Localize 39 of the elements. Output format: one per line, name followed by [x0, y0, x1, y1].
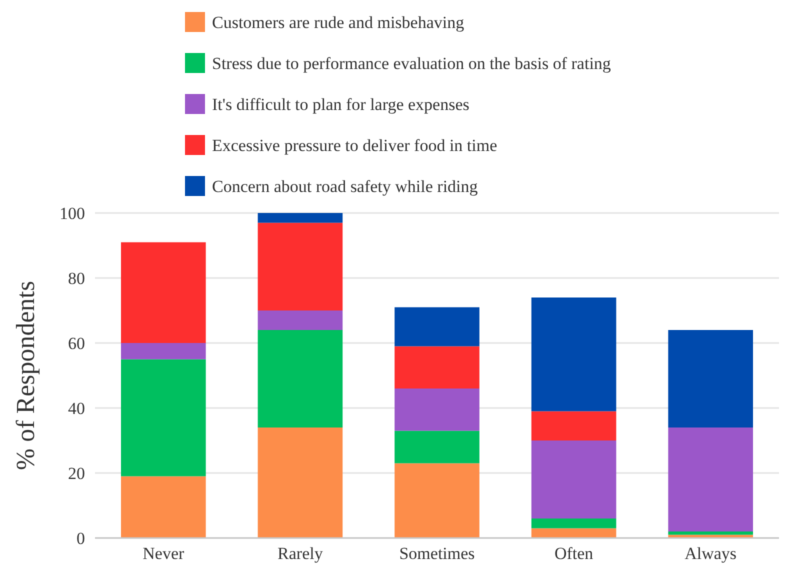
x-tick-label: Often	[554, 544, 594, 563]
bar	[668, 532, 754, 535]
bar	[668, 330, 754, 428]
y-tick-label: 100	[60, 204, 85, 223]
y-tick-label: 40	[68, 398, 85, 418]
bar	[120, 359, 206, 476]
y-tick-label: 20	[68, 464, 85, 483]
legend-label: Concern about road safety while riding	[212, 176, 478, 196]
x-tick-label: Rarely	[278, 544, 324, 563]
y-tick-label: 0	[76, 528, 85, 548]
bar	[120, 476, 206, 538]
x-tick-label: Always	[684, 544, 737, 563]
bar	[531, 528, 616, 538]
x-tick-label: Sometimes	[399, 544, 475, 563]
bar	[394, 463, 480, 538]
bar	[394, 388, 480, 431]
bar	[258, 428, 343, 538]
x-tick-label: Never	[142, 544, 184, 563]
bar	[531, 440, 616, 518]
bar	[258, 310, 343, 330]
bar	[120, 242, 206, 343]
bar	[531, 518, 616, 528]
legend-label: Customers are rude and misbehaving	[212, 12, 465, 32]
bar	[668, 428, 754, 532]
bar	[258, 222, 343, 310]
legend-label: Stress due to performance evaluation on the basis of rating	[212, 54, 612, 73]
bar	[120, 343, 206, 360]
bar	[258, 213, 343, 223]
bar	[531, 411, 616, 440]
y-axis-title: % of Respondents	[11, 280, 40, 470]
y-tick-label: 80	[68, 268, 85, 288]
bar	[531, 298, 616, 412]
bar	[394, 307, 480, 346]
legend-label: It's difficult to plan for large expenses	[212, 94, 470, 114]
legend-label: Excessive pressure to deliver food in time	[212, 136, 498, 155]
bar	[394, 346, 480, 388]
y-tick-label: 60	[68, 334, 85, 353]
bar	[258, 330, 343, 428]
bar	[394, 430, 480, 464]
